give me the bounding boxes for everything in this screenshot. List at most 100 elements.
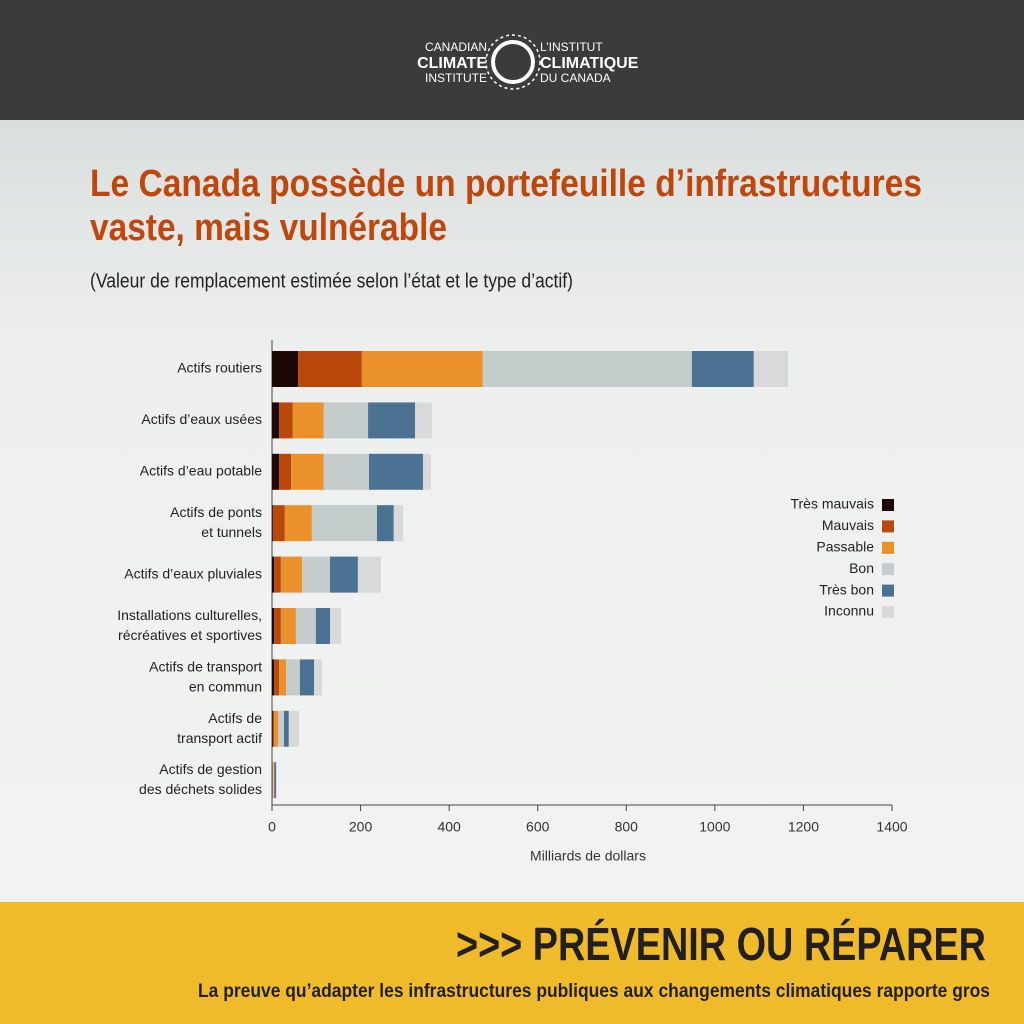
bar-segment (415, 402, 432, 439)
y-tick-label: Actifs routiers (177, 360, 262, 376)
legend-swatch (882, 541, 894, 554)
bar-segment (753, 351, 788, 387)
bar-segment (323, 453, 369, 490)
logo: CANADIAN CLIMATE INSTITUTE L’INSTITUT CL… (417, 34, 639, 90)
bar-segment (279, 659, 287, 696)
footer-subtitle: La preuve qu’adapter les infrastructures… (198, 981, 990, 1002)
bar-segment (299, 659, 315, 696)
bar-segment (274, 608, 281, 644)
x-tick-label: 1000 (699, 819, 730, 835)
bar-segment (288, 710, 300, 747)
bar-segment (302, 556, 331, 593)
bar-segment (272, 505, 273, 542)
chart: 0 200 400 600 800 1000 1200 1400 Actifs routiers… (117, 340, 908, 835)
bar-segment (274, 710, 279, 747)
footer-bar (0, 902, 1024, 1024)
x-tick-label: 1200 (788, 819, 819, 835)
legend-swatch (882, 584, 894, 597)
legend-label: Bon (849, 560, 874, 576)
x-tick-label: 800 (615, 819, 639, 835)
bar-segment (368, 402, 416, 439)
bar-segment (330, 608, 342, 644)
bar-segment (283, 710, 289, 747)
y-tick-label: Actifs de gestion des déchets solides (139, 761, 262, 797)
bar-segment (279, 402, 293, 439)
bar-segment (279, 453, 292, 490)
bar-segment (482, 351, 692, 387)
bar-segment (286, 659, 300, 696)
bar-segment (298, 351, 362, 387)
bar-segment (393, 505, 404, 542)
bar-segment (272, 556, 275, 593)
bar-segment (272, 453, 280, 490)
legend-swatch (882, 606, 894, 618)
bar-segment (272, 608, 275, 644)
legend-swatch (882, 563, 894, 576)
bar-segment (314, 659, 323, 696)
x-tick-label: 200 (349, 819, 373, 835)
legend-label: Passable (816, 539, 874, 555)
bar-segment (295, 608, 316, 644)
bar-segment (361, 351, 483, 387)
bar-segment (272, 351, 299, 387)
bar-segment (280, 608, 296, 644)
bar-segment (691, 351, 754, 387)
logo-text: CLIMATIQUE (540, 55, 639, 72)
bar-segment (272, 402, 280, 439)
logo-text: INSTITUTE (425, 71, 487, 85)
bar-segment (323, 402, 369, 439)
logo-dots (485, 34, 541, 90)
legend-label: Très bon (819, 581, 874, 597)
legend-swatch (882, 520, 894, 533)
legend-swatch (882, 499, 894, 511)
legend-label: Inconnu (824, 603, 874, 619)
bar-segment (376, 505, 394, 542)
y-tick-label: Actifs de transport actif (177, 710, 262, 746)
logo-text: CANADIAN (425, 40, 487, 54)
footer-title: >>> PRÉVENIR OU RÉPARER (456, 918, 986, 970)
chart-subtitle: (Valeur de remplacement estimée selon l’… (90, 270, 573, 292)
bar-segment (274, 762, 276, 799)
legend-label: Mauvais (822, 517, 874, 533)
bar-segment (274, 659, 280, 696)
bar-segment (311, 505, 377, 542)
bar-segment (423, 453, 431, 490)
logo-ring (491, 40, 535, 84)
chart-title: Le Canada possède un portefeuille d’infr… (90, 163, 922, 205)
y-tick-label: Actifs d’eaux usées (141, 411, 262, 427)
y-tick-label: Actifs de ponts et tunnels (170, 504, 262, 540)
legend-label: Très mauvais (790, 496, 874, 512)
bar-segment (330, 556, 358, 593)
bar-segment (368, 453, 424, 490)
bar-segment (272, 710, 273, 747)
bar-segment (291, 453, 324, 490)
y-tick-label: Installations culturelles, récréatives et… (117, 607, 262, 643)
x-tick-label: 600 (526, 819, 550, 835)
logo-text: CLIMATE (417, 55, 487, 72)
bar-segment (272, 710, 275, 747)
bar-segment (273, 762, 275, 799)
x-tick-label: 0 (268, 819, 276, 835)
logo-text: L’INSTITUT (540, 40, 603, 54)
bar-segment (284, 505, 312, 542)
bar-segment (272, 762, 273, 799)
x-tick-label: 400 (437, 819, 461, 835)
bar-segment (274, 556, 281, 593)
bar-segment (278, 710, 284, 747)
y-tick-label: Actifs de transport en commun (149, 658, 262, 694)
chart-title: vaste, mais vulnérable (90, 207, 447, 249)
bar-segment (292, 402, 324, 439)
header-bar (0, 0, 1024, 120)
bar-segment (280, 556, 303, 593)
bar-segment (272, 659, 275, 696)
bar-segment (272, 505, 285, 542)
x-axis-label: Milliards de dollars (530, 848, 646, 864)
bar-segment (315, 608, 331, 644)
y-tick-label: Actifs d’eaux pluviales (124, 565, 262, 581)
logo-text: DU CANADA (540, 71, 611, 85)
y-tick-label: Actifs d’eau potable (140, 463, 262, 479)
bar-segment (357, 556, 381, 593)
bar-segment (275, 762, 277, 799)
